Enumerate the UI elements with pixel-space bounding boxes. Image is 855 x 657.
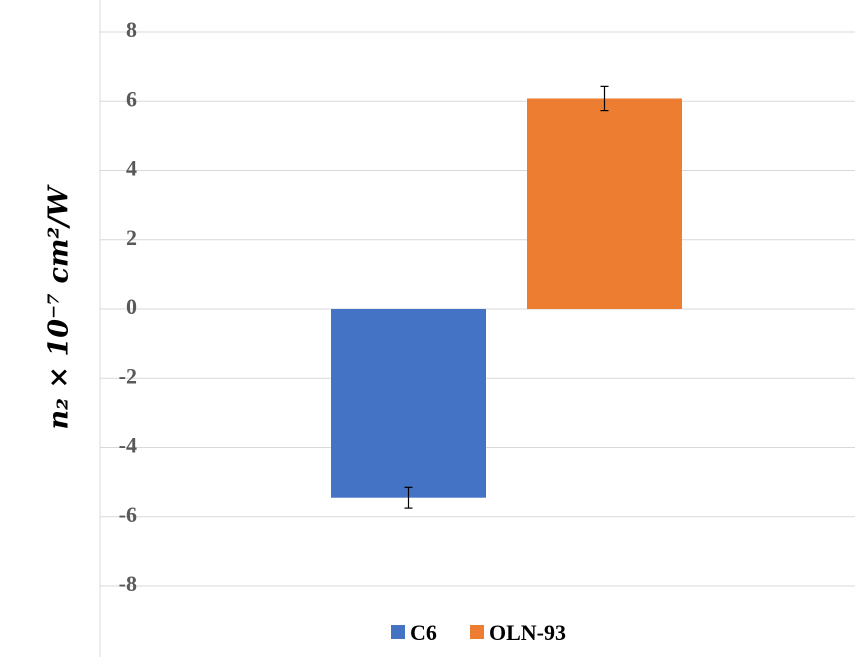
y-tick-label: -8 [119, 571, 137, 596]
legend-swatch-oln-93 [470, 625, 484, 639]
legend-swatch-c6 [391, 625, 405, 639]
bar-c6 [331, 309, 486, 498]
y-axis-label-group: n₂ × 10⁻⁷ cm²/W [44, 184, 75, 430]
y-tick-label: 6 [126, 86, 137, 111]
bars [331, 98, 682, 498]
legend-label-oln-93: OLN-93 [489, 620, 566, 645]
y-axis-label: n₂ × 10⁻⁷ cm²/W [44, 184, 75, 430]
y-tick-label: -6 [119, 502, 137, 527]
bar-oln-93 [527, 98, 682, 309]
legend: C6 OLN-93 [391, 620, 566, 645]
error-bars [404, 85, 609, 509]
y-tick-label: 2 [126, 225, 137, 250]
y-tick-labels: 8 6 4 2 0 -2 -4 -6 -8 [119, 17, 137, 596]
y-tick-label: 0 [126, 294, 137, 319]
y-tick-label: 8 [126, 17, 137, 42]
legend-label-c6: C6 [410, 620, 437, 645]
y-tick-label: 4 [126, 156, 137, 181]
y-tick-label: -4 [119, 433, 137, 458]
y-tick-label: -2 [119, 363, 137, 388]
